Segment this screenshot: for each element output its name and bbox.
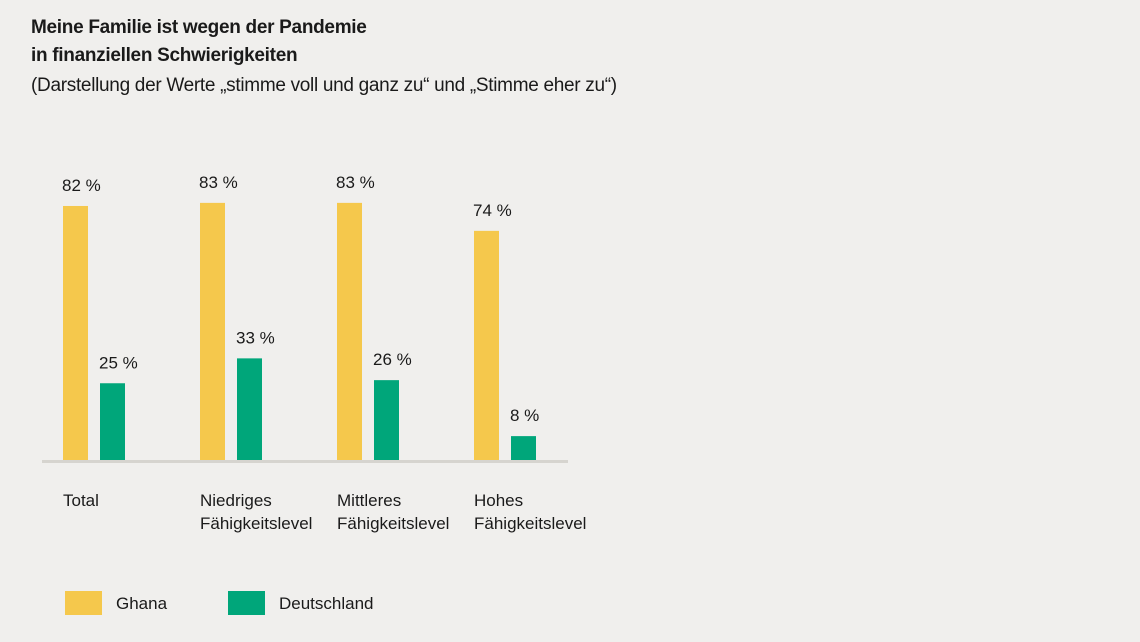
bar-deutschland [237,358,262,461]
bar-deutschland [511,436,536,461]
data-label: 8 % [510,406,539,425]
category-label: Niedriges [200,491,272,510]
data-label: 83 % [336,173,375,192]
legend-label: Deutschland [279,594,374,613]
data-label: 26 % [373,350,412,369]
category-label: Fähigkeitslevel [200,514,312,533]
bar-ghana [474,230,499,461]
legend-swatch-deutschland [228,591,265,615]
data-label: 82 % [62,176,101,195]
chart-title: Meine Familie ist wegen der Pandemie in … [31,14,631,70]
data-label: 33 % [236,328,275,347]
bar-ghana [337,202,362,461]
data-label: 83 % [199,173,238,192]
category-label: Total [63,491,99,510]
chart-title-line: Meine Familie ist wegen der Pandemie [31,17,367,38]
category-label: Mittleres [337,491,401,510]
bar-deutschland [374,380,399,461]
bar-ghana [200,202,225,461]
x-axis-line [42,460,568,463]
category-label: Fähigkeitslevel [474,514,586,533]
category-label: Fähigkeitslevel [337,514,449,533]
legend-swatch-ghana [65,591,102,615]
bar-deutschland [100,383,125,461]
bar-ghana [63,205,88,461]
chart-subtitle: (Darstellung der Werte „stimme voll und … [31,75,617,96]
category-label: Hohes [474,491,523,510]
data-label: 25 % [99,353,138,372]
data-label: 74 % [473,201,512,220]
legend-label: Ghana [116,594,168,613]
chart-title-line: in finanziellen Schwierigkeiten [31,45,298,66]
